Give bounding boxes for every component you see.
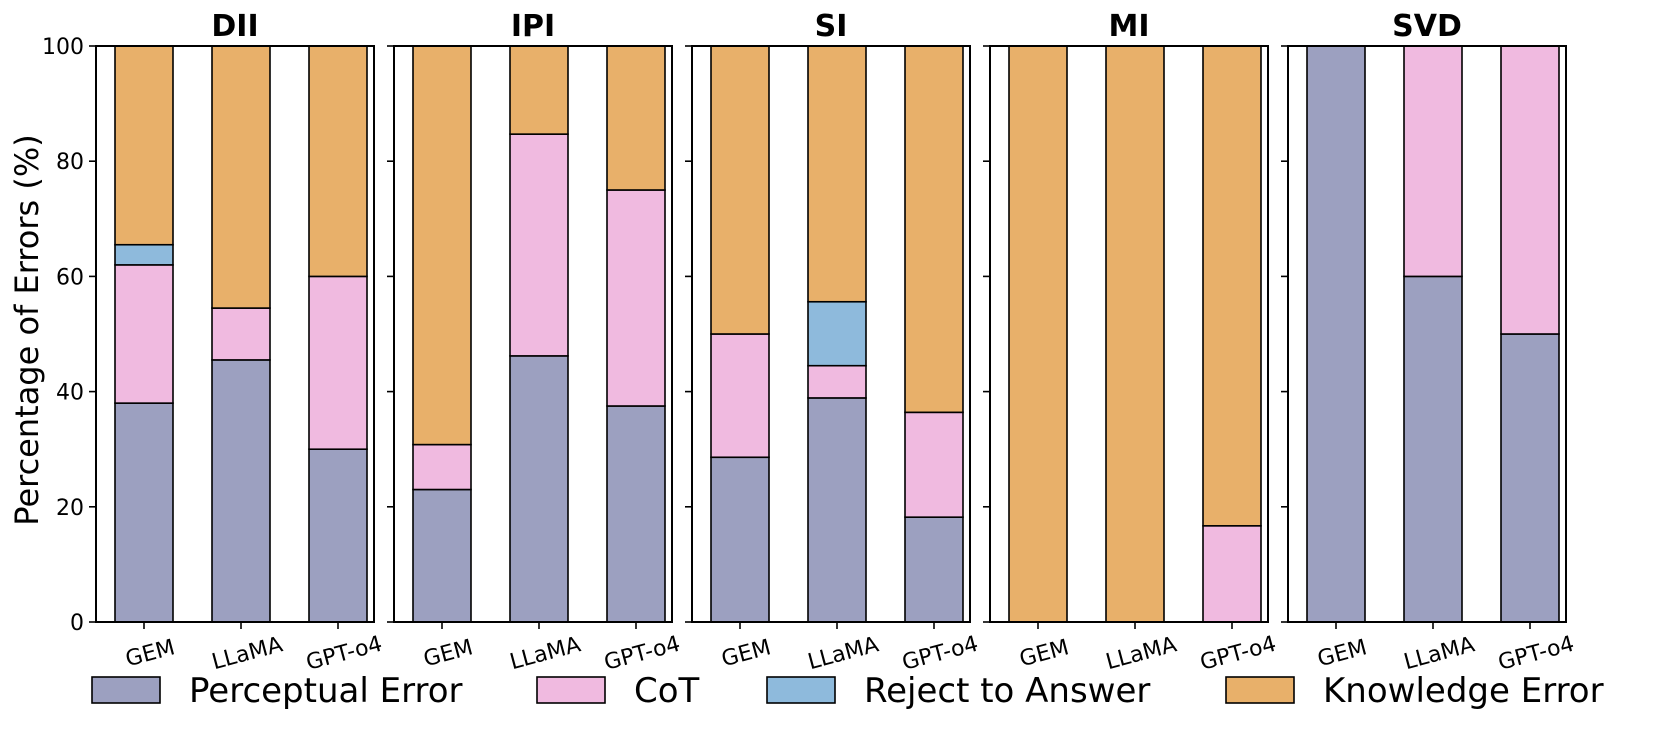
legend-swatch xyxy=(91,676,161,704)
bar-segment-cot xyxy=(211,307,271,361)
x-tick-label: GEM xyxy=(123,635,178,672)
bar-segment-perceptual-error xyxy=(509,355,569,623)
bar-segment-knowledge-error xyxy=(1008,45,1068,623)
y-tick-label: 40 xyxy=(56,381,84,406)
y-tick-label: 80 xyxy=(56,150,84,175)
bar-segment-knowledge-error xyxy=(1105,45,1165,623)
bar-segment-cot xyxy=(904,411,964,518)
bar-segment-knowledge-error xyxy=(308,45,368,278)
legend-item-reject-to-answer: Reject to Answer xyxy=(766,671,1150,711)
x-tick-label: GPT-o4 xyxy=(304,632,385,676)
legend-label: CoT xyxy=(634,671,700,711)
panel-mi: MI GEM LLaMA GPT-o4 xyxy=(983,9,1279,676)
panel-frame xyxy=(691,45,971,623)
panel-svd: SVD GEM LLaMA GPT-o4 xyxy=(1281,9,1577,676)
bar-segment-perceptual-error xyxy=(211,359,271,623)
panel-frame xyxy=(1287,45,1567,623)
legend-label: Knowledge Error xyxy=(1323,671,1604,711)
legend-item-knowledge-error: Knowledge Error xyxy=(1225,671,1604,711)
panel-si: SI GEM LLaMA GPT-o4 xyxy=(685,9,981,676)
x-tick-label: GPT-o4 xyxy=(1198,632,1279,676)
bar-segment-knowledge-error xyxy=(606,45,666,191)
panel-title: MI xyxy=(1108,9,1149,44)
y-tick-label: 0 xyxy=(70,611,84,636)
bar-segment-cot xyxy=(412,443,472,491)
legend-item-cot: CoT xyxy=(536,671,700,711)
x-tick-label: LLaMA xyxy=(507,632,583,675)
x-tick-label: GPT-o4 xyxy=(602,632,683,676)
panel-frame xyxy=(393,45,673,623)
panel-frame xyxy=(989,45,1269,623)
bar-segment-perceptual-error xyxy=(807,397,867,623)
legend-label: Reject to Answer xyxy=(864,671,1150,711)
legend-item-perceptual-error: Perceptual Error xyxy=(91,671,462,711)
bar-segment-knowledge-error xyxy=(807,45,867,303)
panel-title: DII xyxy=(211,9,258,44)
x-tick-label: GEM xyxy=(1315,635,1370,672)
bar-segment-cot xyxy=(807,364,867,399)
bar-segment-knowledge-error xyxy=(412,45,472,446)
x-tick-label: GEM xyxy=(719,635,774,672)
x-tick-label: LLaMA xyxy=(209,632,285,675)
legend-swatch xyxy=(766,676,836,704)
bar-segment-cot xyxy=(1500,45,1560,335)
y-tick-label: 100 xyxy=(42,35,84,60)
panel-title: SI xyxy=(815,9,848,44)
bar-segment-reject-to-answer xyxy=(807,300,867,367)
bar-segment-perceptual-error xyxy=(904,516,964,623)
legend-swatch xyxy=(536,676,606,704)
x-tick-label: GEM xyxy=(421,635,476,672)
panel-dii: DII 0 20 40 60 80 100 GEM LLaMA GPT-o4 xyxy=(42,9,385,676)
legend-label: Perceptual Error xyxy=(189,671,462,711)
bar-segment-cot xyxy=(1403,45,1463,278)
x-tick-label: LLaMA xyxy=(1103,632,1179,675)
panel-title: IPI xyxy=(511,9,555,44)
y-axis-label: Percentage of Errors (%) xyxy=(8,134,46,525)
bar-segment-cot xyxy=(114,264,174,404)
x-tick-label: GEM xyxy=(1017,635,1072,672)
bar-segment-perceptual-error xyxy=(308,448,368,623)
bar-segment-cot xyxy=(1202,525,1262,623)
bar-segment-reject-to-answer xyxy=(114,243,174,266)
bar-segment-knowledge-error xyxy=(904,45,964,414)
panel-title: SVD xyxy=(1392,9,1462,44)
bar-segment-perceptual-error xyxy=(1403,275,1463,623)
bar-segment-cot xyxy=(710,333,770,459)
y-tick-label: 60 xyxy=(56,265,84,290)
bar-segment-cot xyxy=(509,133,569,357)
bar-segment-knowledge-error xyxy=(509,45,569,135)
bar-segment-perceptual-error xyxy=(412,488,472,623)
bar-segment-cot xyxy=(606,189,666,407)
bar-segment-cot xyxy=(308,275,368,450)
bar-segment-knowledge-error xyxy=(114,45,174,246)
x-tick-label: GPT-o4 xyxy=(1496,632,1577,676)
bar-segment-knowledge-error xyxy=(211,45,271,309)
x-tick-label: LLaMA xyxy=(1401,632,1477,675)
panel-frame xyxy=(95,45,375,623)
bar-segment-perceptual-error xyxy=(606,405,666,623)
legend-swatch xyxy=(1225,676,1295,704)
x-tick-label: LLaMA xyxy=(805,632,881,675)
panel-ipi: IPI GEM LLaMA GPT-o4 xyxy=(387,9,683,676)
bar-segment-perceptual-error xyxy=(1500,333,1560,623)
bar-segment-perceptual-error xyxy=(114,402,174,623)
bar-segment-knowledge-error xyxy=(710,45,770,335)
x-tick-label: GPT-o4 xyxy=(900,632,981,676)
bar-segment-perceptual-error xyxy=(1306,45,1366,623)
bar-segment-knowledge-error xyxy=(1202,45,1262,527)
y-tick-label: 20 xyxy=(56,496,84,521)
bar-segment-perceptual-error xyxy=(710,456,770,623)
